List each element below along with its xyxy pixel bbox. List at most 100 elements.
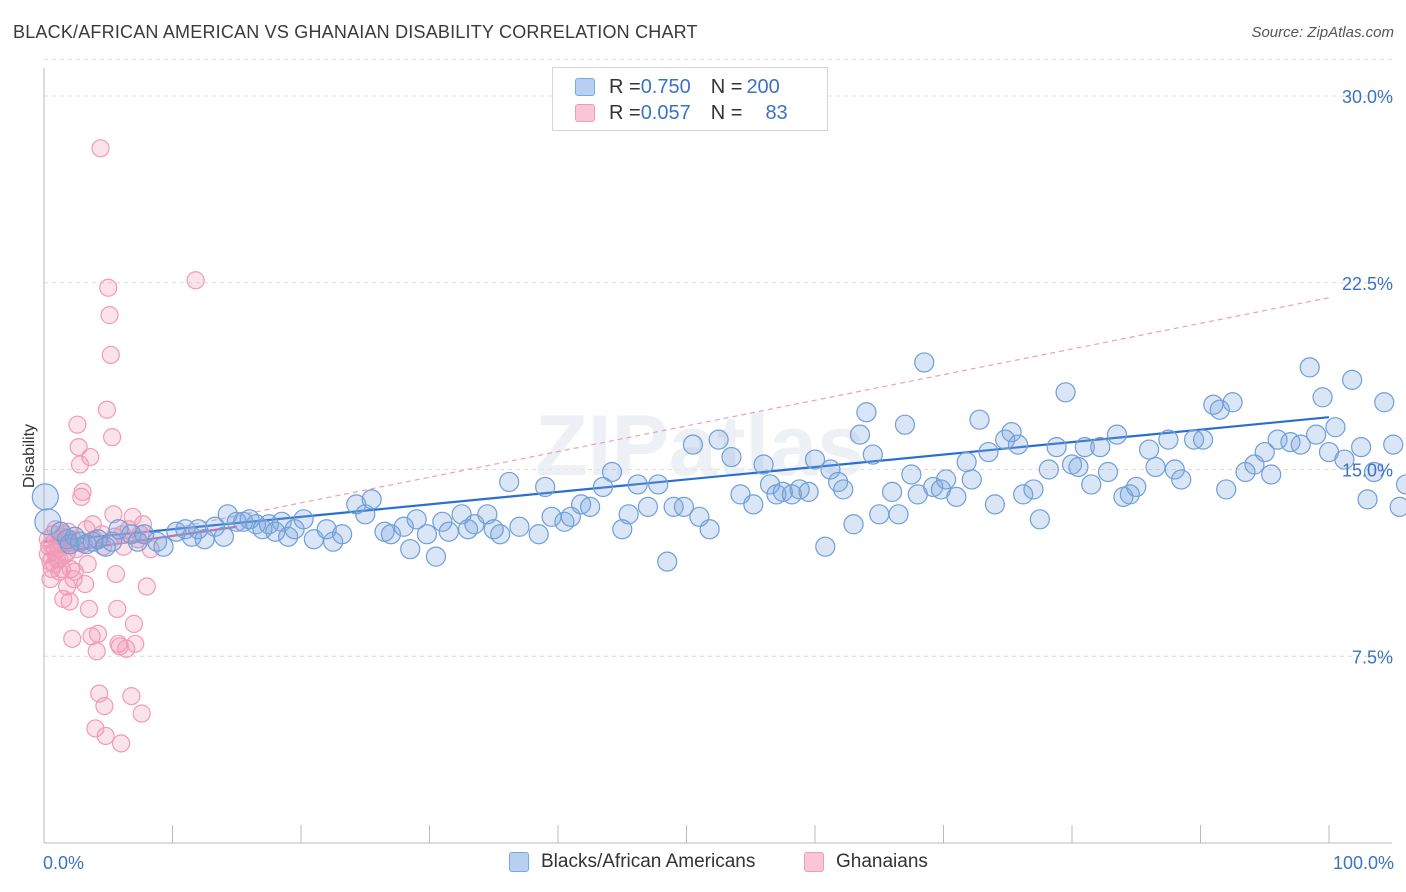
ghanaian-point	[137, 577, 156, 596]
ghanaian-point	[73, 482, 92, 502]
black-point	[843, 514, 864, 535]
black-point	[978, 441, 999, 463]
black-point	[1334, 449, 1355, 470]
blacks-swatch	[575, 78, 595, 96]
black-point	[1351, 436, 1372, 458]
ghanaian-point	[86, 719, 105, 738]
legend-item-blacks[interactable]: Blacks/African Americans	[509, 851, 755, 873]
black-point	[1254, 441, 1275, 463]
black-point	[1097, 461, 1119, 483]
black-point	[1396, 474, 1406, 495]
black-point	[743, 494, 764, 515]
ghanaian-point	[101, 345, 120, 365]
stats-legend: R = 0.750 N = 200 R = 0.057 N = 83	[552, 67, 828, 131]
r-label: R =	[609, 101, 641, 124]
black-point	[888, 504, 909, 525]
black-point	[1192, 429, 1214, 450]
black-point	[1138, 439, 1160, 460]
black-point	[648, 474, 669, 495]
black-point	[1299, 357, 1320, 378]
black-point	[1081, 474, 1102, 495]
black-point	[1363, 461, 1385, 483]
black-point	[400, 539, 421, 560]
black-point	[332, 524, 353, 545]
black-point	[1312, 387, 1333, 408]
black-point	[901, 464, 922, 485]
black-point	[984, 494, 1006, 515]
y-axis-label: Disability	[21, 424, 38, 488]
black-point	[1374, 392, 1395, 413]
ghanaians-swatch	[575, 104, 595, 122]
black-point	[601, 461, 623, 483]
black-point	[618, 504, 639, 525]
black-point	[108, 519, 129, 540]
black-point	[1267, 429, 1288, 450]
ghanaian-point	[88, 624, 108, 643]
ghanaian-point	[117, 639, 136, 658]
black-point	[134, 524, 155, 545]
black-point	[1325, 417, 1346, 438]
black-point	[1290, 434, 1311, 455]
n-label: N =	[710, 101, 743, 124]
black-point	[499, 471, 520, 493]
legend-label-ghanaians: Ghanaians	[836, 851, 928, 872]
n-label: N =	[710, 75, 743, 98]
ghanaians-points	[38, 139, 205, 753]
black-point	[1046, 436, 1067, 458]
black-point	[1055, 382, 1076, 403]
black-point	[881, 481, 903, 503]
r-label: R =	[609, 75, 641, 98]
black-point	[271, 511, 292, 532]
black-point	[380, 524, 402, 545]
black-point	[862, 444, 883, 465]
ghanaian-point	[96, 726, 115, 746]
black-point	[592, 476, 614, 498]
black-point	[293, 509, 314, 530]
ghanaian-point	[126, 634, 145, 653]
ghanaian-point	[79, 599, 99, 619]
black-point	[798, 481, 819, 503]
black-point	[1171, 469, 1192, 490]
ghanaian-point	[60, 592, 79, 611]
black-point	[31, 483, 59, 511]
black-point	[1158, 429, 1179, 450]
black-point	[188, 519, 209, 540]
black-point	[946, 486, 967, 507]
black-point	[1357, 489, 1378, 510]
y-tick-label: 30.0%	[1342, 87, 1393, 107]
ghanaian-point	[104, 505, 123, 524]
black-point	[1007, 434, 1029, 455]
blacks-swatch	[509, 852, 529, 872]
ghanaian-point	[100, 306, 119, 325]
black-point	[820, 459, 841, 480]
ghanaian-point	[76, 574, 95, 594]
ghanaian-point	[111, 734, 131, 753]
ghanaian-point	[186, 271, 205, 290]
ghanaian-point	[91, 139, 110, 158]
black-point	[682, 434, 704, 455]
black-point	[535, 476, 556, 498]
black-point	[406, 509, 427, 530]
black-point	[1023, 479, 1044, 500]
source-credit: Source: ZipAtlas.com	[1251, 24, 1394, 41]
black-point	[721, 446, 742, 468]
black-point	[102, 531, 123, 552]
black-point	[490, 524, 511, 545]
black-point	[637, 496, 659, 517]
black-point	[1068, 456, 1089, 478]
chart-title: BLACK/AFRICAN AMERICAN VS GHANAIAN DISAB…	[13, 22, 698, 42]
x-tick-label-min: 0.0%	[43, 853, 84, 873]
legend-item-ghanaians[interactable]: Ghanaians	[804, 851, 928, 873]
black-point	[1306, 424, 1327, 445]
black-point	[759, 474, 781, 495]
black-point	[1126, 476, 1147, 498]
black-point	[1038, 459, 1059, 480]
legend-row-ghanaians: R = 0.057 N = 83	[575, 101, 788, 125]
black-point	[432, 511, 453, 532]
black-point	[804, 449, 826, 470]
black-point	[1013, 484, 1034, 505]
black-point	[1074, 436, 1095, 458]
ghanaian-point	[70, 455, 90, 474]
grid-lines	[44, 59, 1392, 657]
